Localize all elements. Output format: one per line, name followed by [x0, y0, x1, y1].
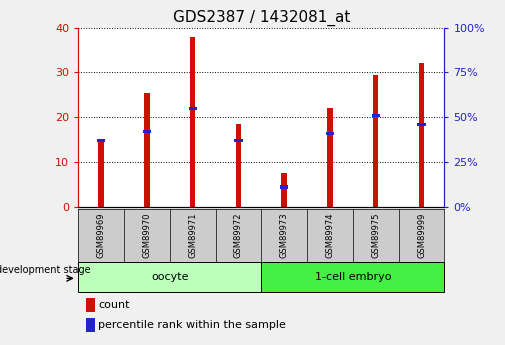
Bar	[372, 114, 380, 117]
Text: GSM89972: GSM89972	[234, 213, 243, 258]
Bar	[373, 75, 379, 207]
Bar	[280, 186, 288, 189]
Bar	[97, 139, 105, 142]
Text: oocyte: oocyte	[151, 272, 188, 282]
Bar	[327, 108, 333, 207]
Text: GSM89974: GSM89974	[326, 213, 334, 258]
Bar	[144, 92, 149, 207]
Bar	[234, 139, 242, 142]
Text: GSM89969: GSM89969	[96, 213, 106, 258]
Text: GSM89999: GSM89999	[417, 213, 426, 258]
Text: count: count	[98, 300, 130, 310]
Bar	[418, 123, 426, 126]
Text: GSM89973: GSM89973	[280, 213, 289, 258]
Bar	[86, 298, 95, 312]
Title: GDS2387 / 1432081_at: GDS2387 / 1432081_at	[173, 10, 350, 26]
Bar	[143, 130, 151, 134]
Bar	[78, 262, 262, 292]
Text: GSM89971: GSM89971	[188, 213, 197, 258]
Text: development stage: development stage	[0, 265, 90, 275]
Bar	[86, 318, 95, 332]
Text: GSM89970: GSM89970	[142, 213, 152, 258]
Bar	[419, 63, 424, 207]
Text: percentile rank within the sample: percentile rank within the sample	[98, 320, 286, 330]
Bar	[236, 124, 241, 207]
Bar	[262, 262, 444, 292]
Bar	[281, 173, 287, 207]
Text: 1-cell embryo: 1-cell embryo	[315, 272, 391, 282]
Bar	[188, 107, 197, 110]
Bar	[326, 132, 334, 135]
Bar	[190, 37, 195, 207]
Bar	[98, 140, 104, 207]
Text: GSM89975: GSM89975	[371, 213, 380, 258]
